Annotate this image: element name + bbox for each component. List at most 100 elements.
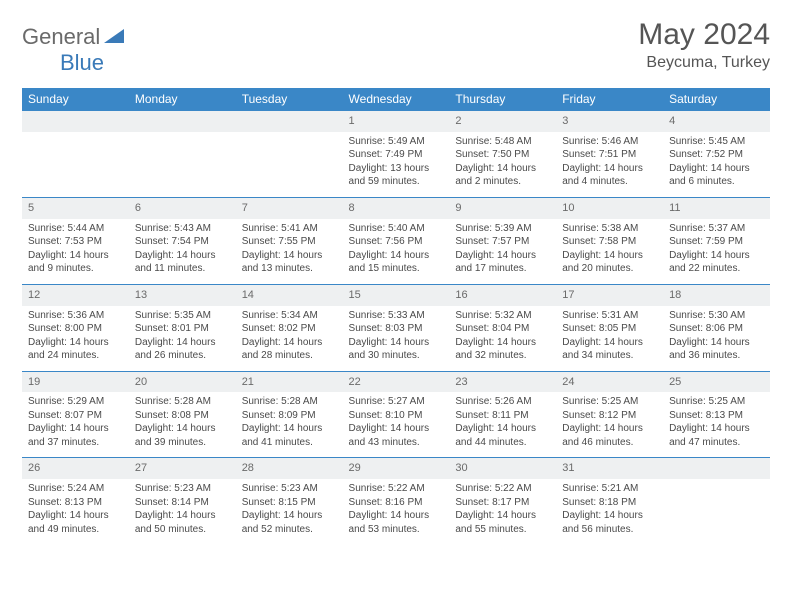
daylight-text: Daylight: 14 hours and 37 minutes. [28,422,123,449]
daylight-text: Daylight: 14 hours and 22 minutes. [669,249,764,276]
sunrise-text: Sunrise: 5:25 AM [562,395,657,409]
day-details: Sunrise: 5:31 AMSunset: 8:05 PMDaylight:… [556,306,663,371]
calendar-day-cell: 3Sunrise: 5:46 AMSunset: 7:51 PMDaylight… [556,111,663,198]
sunset-text: Sunset: 8:04 PM [455,322,550,336]
calendar-day-cell: 1Sunrise: 5:49 AMSunset: 7:49 PMDaylight… [343,111,450,198]
dow-thursday: Thursday [449,88,556,111]
day-details: Sunrise: 5:48 AMSunset: 7:50 PMDaylight:… [449,132,556,197]
calendar-week-row: 1Sunrise: 5:49 AMSunset: 7:49 PMDaylight… [22,111,770,198]
daylight-text: Daylight: 14 hours and 32 minutes. [455,336,550,363]
dow-wednesday: Wednesday [343,88,450,111]
daylight-text: Daylight: 14 hours and 13 minutes. [242,249,337,276]
sunset-text: Sunset: 7:54 PM [135,235,230,249]
daylight-text: Daylight: 14 hours and 49 minutes. [28,509,123,536]
header: General May 2024 Beycuma, Turkey [22,18,770,72]
sunrise-text: Sunrise: 5:27 AM [349,395,444,409]
day-number-empty [236,111,343,132]
sunset-text: Sunset: 8:03 PM [349,322,444,336]
day-details: Sunrise: 5:45 AMSunset: 7:52 PMDaylight:… [663,132,770,197]
daylight-text: Daylight: 14 hours and 46 minutes. [562,422,657,449]
sunset-text: Sunset: 7:51 PM [562,148,657,162]
sunset-text: Sunset: 8:15 PM [242,496,337,510]
sunrise-text: Sunrise: 5:36 AM [28,309,123,323]
sunset-text: Sunset: 7:52 PM [669,148,764,162]
daylight-text: Daylight: 14 hours and 53 minutes. [349,509,444,536]
day-details: Sunrise: 5:39 AMSunset: 7:57 PMDaylight:… [449,219,556,284]
calendar-day-cell [129,111,236,198]
day-details: Sunrise: 5:28 AMSunset: 8:09 PMDaylight:… [236,392,343,457]
day-details: Sunrise: 5:22 AMSunset: 8:17 PMDaylight:… [449,479,556,544]
sunset-text: Sunset: 8:06 PM [669,322,764,336]
daylight-text: Daylight: 14 hours and 17 minutes. [455,249,550,276]
sunset-text: Sunset: 7:50 PM [455,148,550,162]
calendar-day-cell: 5Sunrise: 5:44 AMSunset: 7:53 PMDaylight… [22,197,129,284]
sunrise-text: Sunrise: 5:24 AM [28,482,123,496]
day-details-empty [22,132,129,190]
sunrise-text: Sunrise: 5:31 AM [562,309,657,323]
day-details: Sunrise: 5:41 AMSunset: 7:55 PMDaylight:… [236,219,343,284]
sunrise-text: Sunrise: 5:30 AM [669,309,764,323]
daylight-text: Daylight: 14 hours and 15 minutes. [349,249,444,276]
day-number-empty [22,111,129,132]
calendar-day-cell: 29Sunrise: 5:22 AMSunset: 8:16 PMDayligh… [343,458,450,544]
day-number: 18 [663,285,770,306]
day-number: 27 [129,458,236,479]
sunset-text: Sunset: 7:59 PM [669,235,764,249]
day-number: 23 [449,372,556,393]
day-number-empty [663,458,770,479]
calendar-day-cell: 30Sunrise: 5:22 AMSunset: 8:17 PMDayligh… [449,458,556,544]
day-number: 28 [236,458,343,479]
sunset-text: Sunset: 8:08 PM [135,409,230,423]
sunset-text: Sunset: 8:05 PM [562,322,657,336]
sunrise-text: Sunrise: 5:28 AM [242,395,337,409]
calendar-week-row: 5Sunrise: 5:44 AMSunset: 7:53 PMDaylight… [22,197,770,284]
calendar-day-cell: 11Sunrise: 5:37 AMSunset: 7:59 PMDayligh… [663,197,770,284]
calendar-day-cell: 2Sunrise: 5:48 AMSunset: 7:50 PMDaylight… [449,111,556,198]
day-details: Sunrise: 5:44 AMSunset: 7:53 PMDaylight:… [22,219,129,284]
day-details: Sunrise: 5:37 AMSunset: 7:59 PMDaylight:… [663,219,770,284]
logo-line2: Blue [22,50,112,76]
day-details: Sunrise: 5:22 AMSunset: 8:16 PMDaylight:… [343,479,450,544]
day-number: 13 [129,285,236,306]
calendar-day-cell: 27Sunrise: 5:23 AMSunset: 8:14 PMDayligh… [129,458,236,544]
sunrise-text: Sunrise: 5:45 AM [669,135,764,149]
day-number: 11 [663,198,770,219]
sunrise-text: Sunrise: 5:35 AM [135,309,230,323]
day-details: Sunrise: 5:28 AMSunset: 8:08 PMDaylight:… [129,392,236,457]
sunrise-text: Sunrise: 5:39 AM [455,222,550,236]
sunrise-text: Sunrise: 5:37 AM [669,222,764,236]
sunrise-text: Sunrise: 5:33 AM [349,309,444,323]
day-details: Sunrise: 5:40 AMSunset: 7:56 PMDaylight:… [343,219,450,284]
day-number: 14 [236,285,343,306]
sunset-text: Sunset: 8:09 PM [242,409,337,423]
calendar-table: Sunday Monday Tuesday Wednesday Thursday… [22,88,770,544]
day-details: Sunrise: 5:46 AMSunset: 7:51 PMDaylight:… [556,132,663,197]
sunrise-text: Sunrise: 5:48 AM [455,135,550,149]
day-details: Sunrise: 5:49 AMSunset: 7:49 PMDaylight:… [343,132,450,197]
sunset-text: Sunset: 8:13 PM [28,496,123,510]
daylight-text: Daylight: 14 hours and 36 minutes. [669,336,764,363]
sunset-text: Sunset: 8:11 PM [455,409,550,423]
sunset-text: Sunset: 8:07 PM [28,409,123,423]
sunrise-text: Sunrise: 5:25 AM [669,395,764,409]
daylight-text: Daylight: 14 hours and 9 minutes. [28,249,123,276]
daylight-text: Daylight: 14 hours and 56 minutes. [562,509,657,536]
calendar-day-cell: 8Sunrise: 5:40 AMSunset: 7:56 PMDaylight… [343,197,450,284]
sunset-text: Sunset: 8:14 PM [135,496,230,510]
day-number: 8 [343,198,450,219]
day-details: Sunrise: 5:23 AMSunset: 8:15 PMDaylight:… [236,479,343,544]
daylight-text: Daylight: 14 hours and 39 minutes. [135,422,230,449]
dow-friday: Friday [556,88,663,111]
calendar-day-cell: 12Sunrise: 5:36 AMSunset: 8:00 PMDayligh… [22,284,129,371]
calendar-day-cell: 16Sunrise: 5:32 AMSunset: 8:04 PMDayligh… [449,284,556,371]
dow-tuesday: Tuesday [236,88,343,111]
calendar-day-cell: 26Sunrise: 5:24 AMSunset: 8:13 PMDayligh… [22,458,129,544]
calendar-day-cell: 21Sunrise: 5:28 AMSunset: 8:09 PMDayligh… [236,371,343,458]
daylight-text: Daylight: 14 hours and 28 minutes. [242,336,337,363]
calendar-day-cell: 6Sunrise: 5:43 AMSunset: 7:54 PMDaylight… [129,197,236,284]
day-details: Sunrise: 5:21 AMSunset: 8:18 PMDaylight:… [556,479,663,544]
sunrise-text: Sunrise: 5:44 AM [28,222,123,236]
calendar-day-cell: 15Sunrise: 5:33 AMSunset: 8:03 PMDayligh… [343,284,450,371]
day-details: Sunrise: 5:24 AMSunset: 8:13 PMDaylight:… [22,479,129,544]
day-number: 5 [22,198,129,219]
